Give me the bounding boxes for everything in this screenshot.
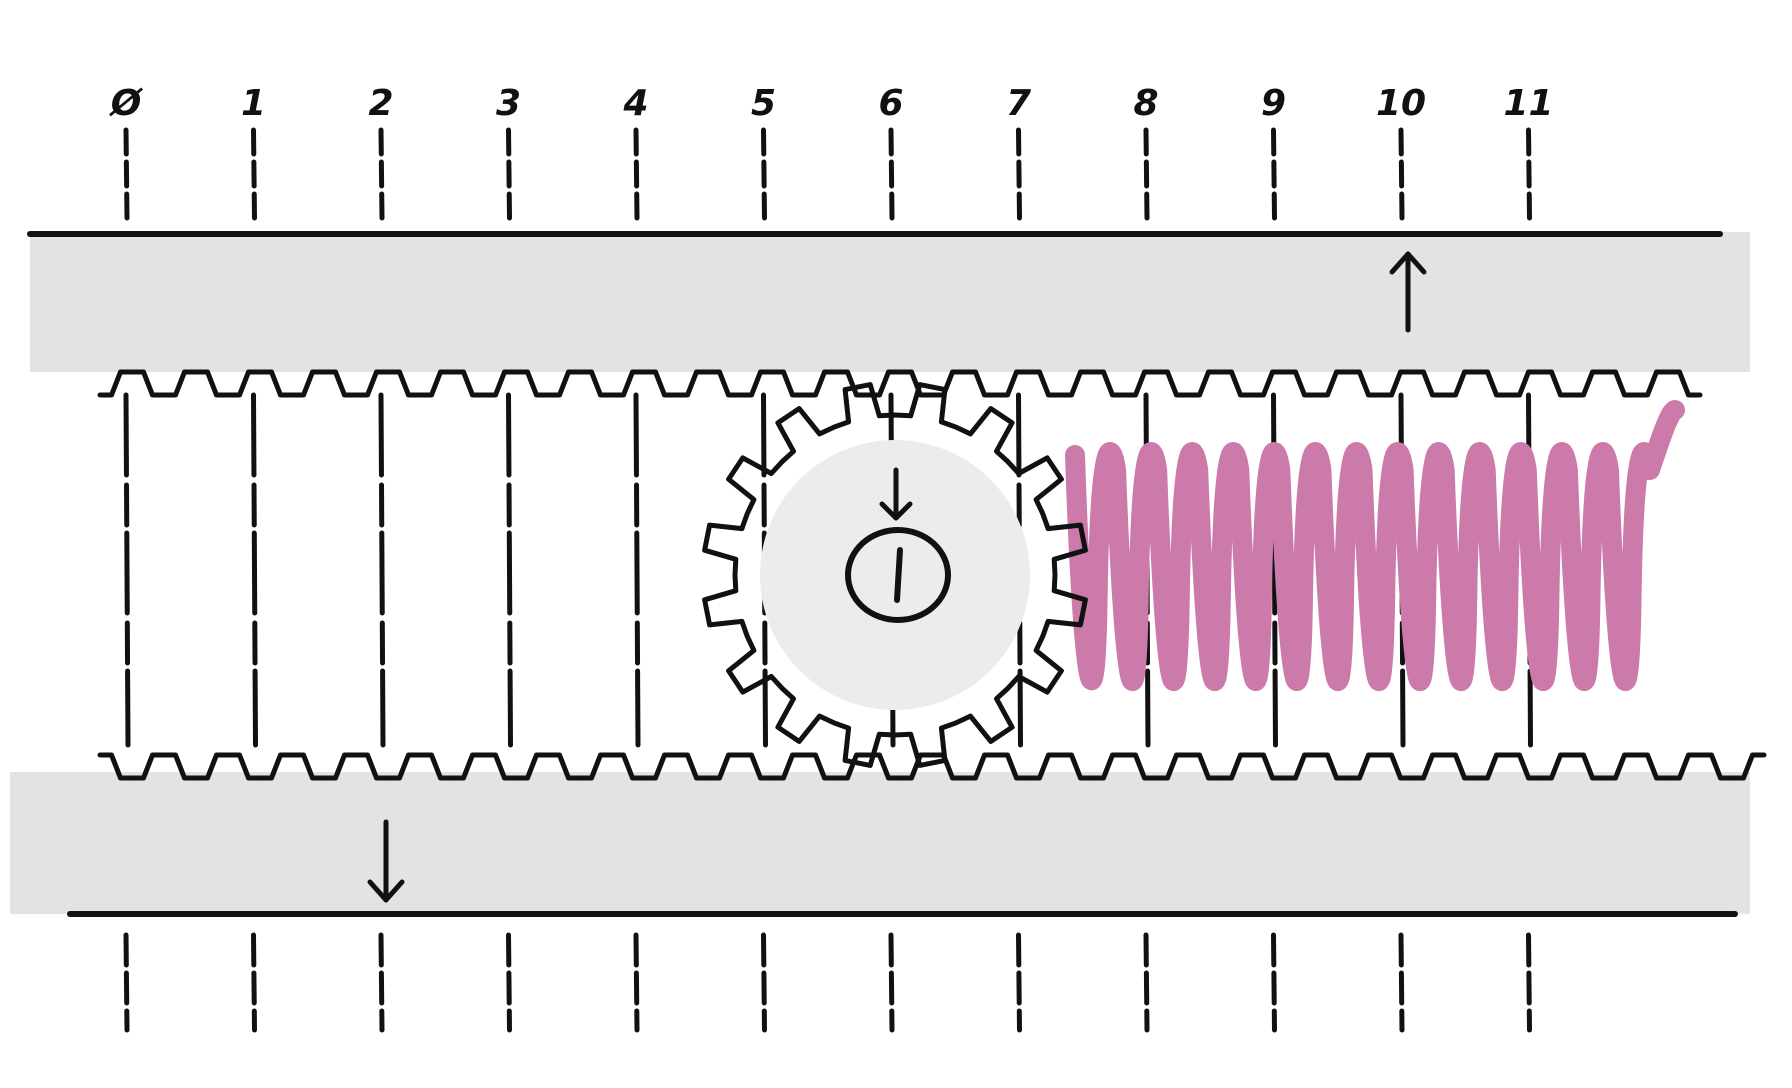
- bottom-rack: [10, 752, 1767, 917]
- bottom-tick: [1271, 932, 1277, 1033]
- ruler-label: 9: [1261, 83, 1286, 124]
- bottom-tick: [1526, 932, 1532, 1033]
- grid-line: [633, 392, 641, 748]
- bottom-tick-marks: [123, 932, 1532, 1033]
- gear-hub-marker: [894, 547, 903, 603]
- spring-icon: [1065, 400, 1685, 692]
- bottom-tick: [506, 932, 512, 1033]
- ruler-label: 5: [751, 83, 776, 124]
- top-tick: [378, 127, 385, 221]
- gear-hub: [845, 527, 951, 623]
- gear-outline: [702, 382, 1088, 768]
- top-tick: [633, 127, 640, 221]
- bottom-tick: [1398, 932, 1405, 1033]
- ruler-label: 3: [496, 83, 521, 124]
- ruler-label: 2: [368, 83, 393, 124]
- top-tick: [1016, 127, 1022, 221]
- top-tick: [761, 127, 767, 221]
- top-tick: [1143, 127, 1150, 221]
- up-arrow-icon: [1389, 251, 1427, 333]
- grid-line: [123, 392, 131, 748]
- bottom-tick: [1143, 932, 1150, 1033]
- ruler-label: 10: [1376, 83, 1426, 124]
- top-rack-band: [30, 232, 1750, 372]
- gear-down-arrow-icon: [879, 467, 913, 521]
- bottom-rack-teeth: [97, 752, 1767, 781]
- bottom-tick: [378, 932, 385, 1033]
- top-rack-teeth: [97, 369, 1703, 398]
- top-tick: [1271, 127, 1277, 221]
- top-tick: [1526, 127, 1532, 221]
- ruler-label: 1: [241, 83, 266, 124]
- bottom-tick: [633, 932, 640, 1033]
- bottom-tick: [888, 932, 895, 1033]
- top-tick: [888, 127, 895, 221]
- down-arrow-icon: [367, 819, 405, 903]
- grid-line: [251, 392, 258, 748]
- bottom-rack-band: [10, 772, 1750, 914]
- ruler-label: 6: [878, 83, 903, 124]
- bottom-tick: [251, 932, 257, 1033]
- top-rack: [27, 231, 1750, 398]
- ruler-label: 4: [622, 83, 648, 124]
- grid-line: [378, 392, 386, 748]
- gear-icon: [702, 382, 1088, 768]
- top-tick: [251, 127, 257, 221]
- top-tick: [506, 127, 512, 221]
- ruler-label: Ø: [109, 83, 144, 124]
- bottom-tick: [1016, 932, 1022, 1033]
- bottom-tick: [123, 932, 130, 1033]
- ruler-label: 7: [1006, 83, 1031, 124]
- ruler-label: 11: [1503, 83, 1553, 124]
- gear-face: [760, 440, 1030, 710]
- top-tick-marks: [123, 127, 1532, 221]
- top-tick: [1398, 127, 1405, 221]
- grid-line: [506, 392, 513, 748]
- bottom-tick: [761, 932, 767, 1033]
- ruler-labels: Ø 1 2 3 4 5 6 7 8 9 10 11: [109, 83, 1554, 124]
- ruler-label: 8: [1133, 83, 1158, 124]
- top-tick: [123, 127, 130, 221]
